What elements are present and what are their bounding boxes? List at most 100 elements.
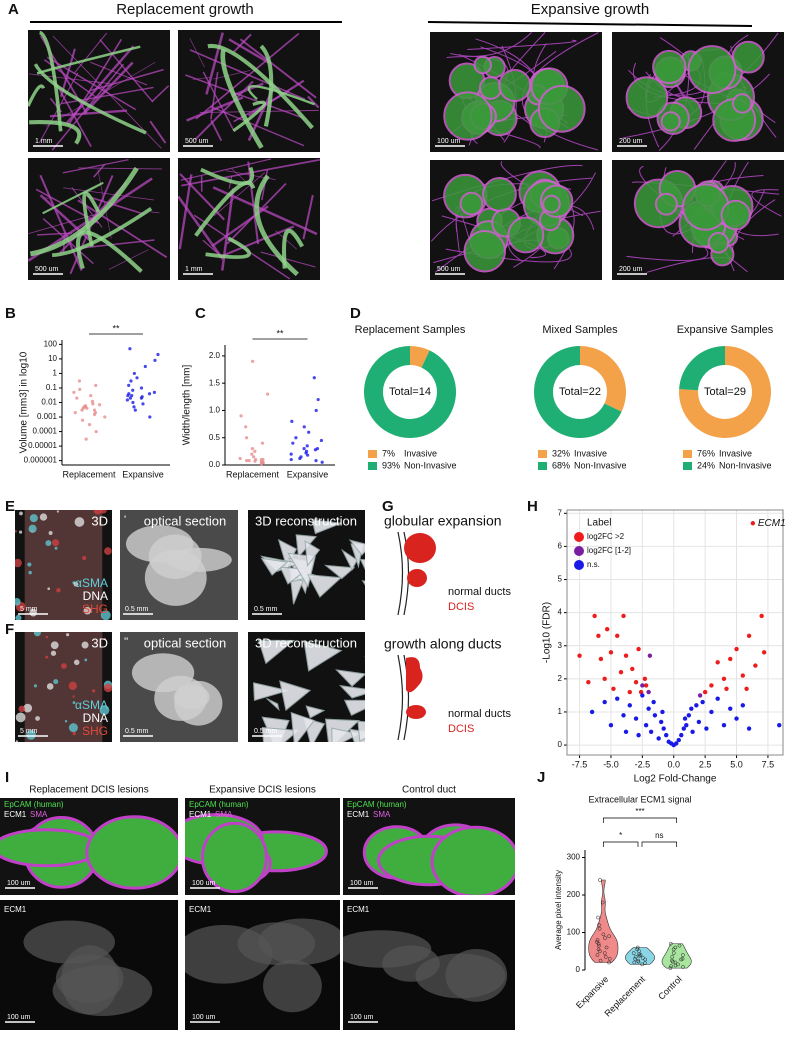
point bbox=[677, 943, 682, 948]
point bbox=[133, 408, 137, 412]
lobule bbox=[463, 230, 506, 273]
panel-label: A bbox=[8, 1, 19, 18]
point bbox=[245, 459, 249, 463]
point bbox=[636, 646, 641, 652]
point bbox=[631, 951, 636, 955]
cell bbox=[74, 517, 85, 527]
fiber bbox=[219, 225, 295, 258]
point bbox=[643, 683, 649, 688]
legend-label: n.s. bbox=[587, 560, 600, 569]
lobule bbox=[731, 40, 765, 74]
scale-label: 0.5 mm bbox=[254, 606, 278, 613]
image-content bbox=[343, 930, 508, 1002]
point bbox=[602, 951, 607, 955]
point bbox=[746, 726, 752, 731]
point bbox=[676, 737, 681, 743]
lesion bbox=[200, 821, 268, 894]
point bbox=[689, 706, 694, 711]
point bbox=[131, 400, 135, 405]
significance-bracket bbox=[602, 841, 639, 847]
point bbox=[247, 459, 251, 463]
lesion bbox=[148, 534, 202, 579]
point bbox=[671, 951, 676, 955]
point bbox=[238, 456, 242, 461]
point bbox=[250, 447, 255, 451]
point bbox=[633, 955, 638, 959]
point bbox=[627, 689, 632, 695]
legend-marker bbox=[574, 546, 584, 556]
point bbox=[661, 726, 666, 731]
dcis bbox=[406, 657, 423, 693]
surface bbox=[331, 727, 361, 742]
point bbox=[602, 699, 607, 705]
point bbox=[694, 703, 699, 708]
significance-bracket bbox=[602, 817, 678, 823]
cell bbox=[64, 720, 68, 723]
duct bbox=[259, 44, 274, 127]
micrograph bbox=[185, 900, 340, 1030]
cell bbox=[100, 610, 111, 620]
y-tick-label: 0.0001 bbox=[33, 427, 58, 436]
fiber bbox=[51, 63, 124, 151]
lobule bbox=[654, 192, 678, 216]
cell bbox=[50, 650, 57, 656]
view-label: 3D reconstruction bbox=[255, 513, 357, 528]
lobule bbox=[652, 49, 687, 85]
point bbox=[314, 459, 318, 463]
point bbox=[642, 676, 648, 682]
view-label: optical section bbox=[144, 635, 226, 650]
point bbox=[139, 386, 144, 390]
stain-label: ECM1 bbox=[4, 905, 27, 914]
legend-swatch bbox=[368, 462, 377, 470]
diagram-label: normal ducts bbox=[448, 708, 511, 720]
lobule bbox=[473, 55, 492, 75]
stain-label: ECM1 bbox=[189, 905, 212, 914]
y-tick-label: 0.001 bbox=[37, 412, 58, 421]
lesion bbox=[415, 953, 506, 999]
micrograph bbox=[120, 510, 238, 620]
point bbox=[139, 396, 144, 400]
point bbox=[607, 956, 612, 961]
point bbox=[652, 713, 658, 718]
cell bbox=[72, 731, 76, 736]
image-content bbox=[15, 510, 112, 620]
point bbox=[125, 398, 129, 402]
cell bbox=[54, 546, 58, 550]
stain-label: SHG bbox=[82, 724, 108, 738]
duct bbox=[33, 63, 147, 135]
point bbox=[638, 689, 644, 695]
stain-label: SMA bbox=[30, 810, 48, 819]
point bbox=[753, 663, 758, 668]
legend-label: Non-Invasive bbox=[574, 460, 627, 470]
lobule bbox=[537, 84, 586, 133]
image-title: Replacement DCIS lesions bbox=[29, 785, 149, 796]
y-tick-label: 0.1 bbox=[46, 383, 58, 392]
legend-title: Label bbox=[587, 518, 611, 529]
point bbox=[72, 390, 76, 394]
view-label: 3D bbox=[91, 513, 108, 528]
image-content bbox=[178, 158, 320, 280]
point bbox=[78, 387, 82, 391]
fiber bbox=[97, 169, 112, 239]
inset-label: ' bbox=[124, 514, 126, 526]
surface bbox=[305, 705, 326, 719]
fiber bbox=[90, 61, 148, 86]
fiber bbox=[213, 172, 266, 217]
point bbox=[635, 945, 640, 950]
micrograph bbox=[612, 160, 784, 280]
legend-swatch bbox=[683, 450, 692, 458]
cell bbox=[82, 555, 87, 561]
cell bbox=[53, 679, 59, 685]
point bbox=[647, 653, 653, 658]
y-tick-label: 0 bbox=[576, 965, 581, 974]
point bbox=[643, 723, 649, 728]
legend-label: Invasive bbox=[574, 448, 607, 458]
micrograph bbox=[15, 510, 112, 620]
fiber bbox=[210, 105, 305, 147]
surface bbox=[279, 680, 312, 712]
pie-total: Total=29 bbox=[704, 386, 746, 398]
fiber bbox=[151, 85, 170, 103]
point bbox=[143, 364, 147, 369]
point bbox=[750, 521, 756, 526]
